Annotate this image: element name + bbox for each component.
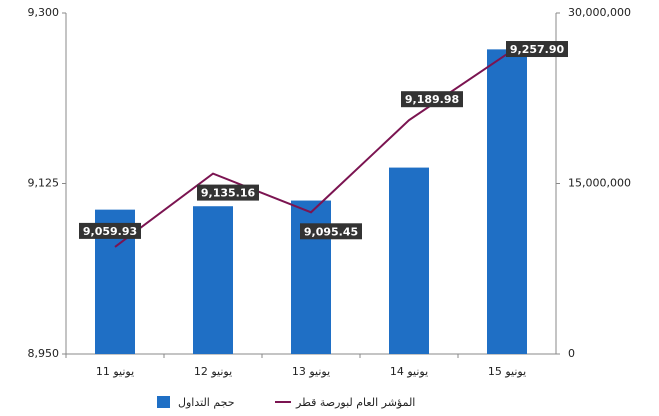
value-label: 9,135.16 [201,187,256,200]
y2-tick-label: 15,000,000 [568,177,631,190]
legend-label: حجم التداول [178,396,235,409]
legend-label: المؤشر العام لبورصة قطر [295,396,415,409]
bar [193,206,233,354]
x-tick-label: 12 يونيو [194,365,232,378]
y-tick-label: 8,950 [28,347,60,360]
bar [389,167,429,354]
y-tick-label: 9,300 [28,6,60,19]
value-label-box [401,91,463,108]
value-label-box [300,223,362,240]
x-tick-label: 11 يونيو [96,365,134,378]
x-tick-label: 13 يونيو [292,365,330,378]
legend-swatch [157,396,170,408]
value-label-box [506,41,568,58]
bar [487,49,527,355]
y2-tick-label: 0 [568,347,575,360]
value-label: 9,095.45 [304,225,358,238]
value-label: 9,059.93 [83,225,137,238]
value-label-box [79,222,141,239]
value-label: 9,257.90 [510,43,565,56]
value-label: 9,189.98 [405,93,459,106]
x-tick-label: 15 يونيو [488,365,526,378]
y2-tick-label: 30,000,000 [568,6,631,19]
value-label-box [197,184,259,201]
y-tick-label: 9,125 [28,177,60,190]
x-tick-label: 14 يونيو [390,365,428,378]
